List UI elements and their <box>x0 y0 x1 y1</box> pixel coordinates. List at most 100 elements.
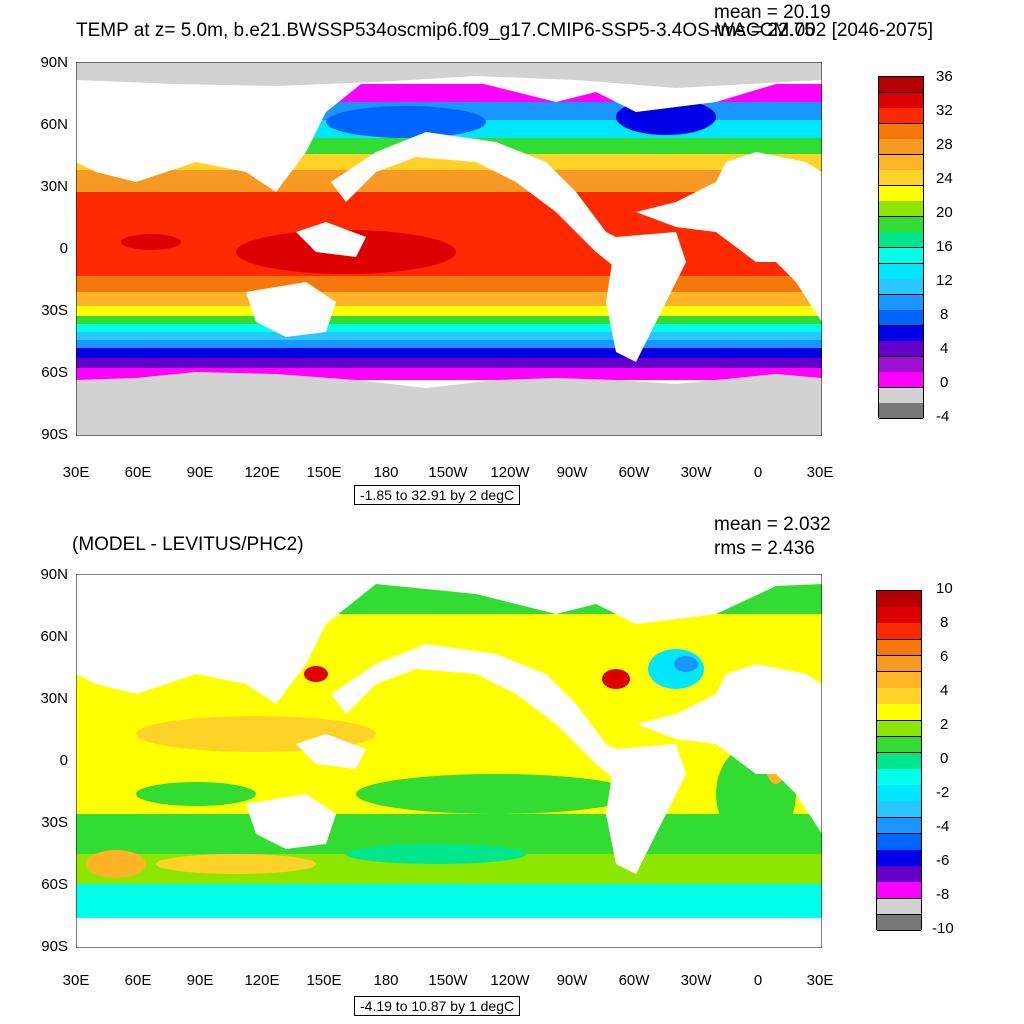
top-colorbar-label-16: 16 <box>936 238 953 255</box>
bottom-colorbar-segment <box>877 704 921 722</box>
bottom-colorbar-label-m10: -10 <box>932 920 954 937</box>
bottom-colorbar-segment <box>877 785 921 802</box>
bottom-colorbar-segment <box>877 801 921 819</box>
bottom-lat-label-60s: 60S <box>41 876 68 893</box>
top-lat-label-0: 0 <box>59 240 68 257</box>
bottom-colorbar-label-10: 10 <box>936 580 953 597</box>
top-lon-label-120w: 120W <box>490 464 530 481</box>
top-colorbar-segment <box>879 139 923 156</box>
bottom-colorbar-label-6: 6 <box>940 648 949 665</box>
top-colorbar-segment <box>879 387 923 404</box>
top-lon-label-90w: 90W <box>556 464 588 481</box>
bottom-colorbar-segment <box>877 639 921 657</box>
bottom-colorbar-segment <box>877 671 921 689</box>
bottom-contour-info-box: -4.19 to 10.87 by 1 degC <box>354 996 521 1016</box>
top-colorbar-label-4: 4 <box>940 340 949 357</box>
top-land <box>76 62 822 362</box>
bottom-colorbar-segment <box>877 817 921 835</box>
bottom-colorbar-segment <box>877 850 921 867</box>
bottom-lon-label-30e: 30E <box>62 972 90 989</box>
top-panel-title: TEMP at z= 5.0m, b.e21.BWSSP534oscmip6.f… <box>76 20 933 41</box>
bottom-lon-label-120w: 120W <box>490 972 530 989</box>
top-lon-label-150w: 150W <box>428 464 468 481</box>
top-colorbar-label-m4: -4 <box>936 408 950 425</box>
top-lon-label-90e: 90E <box>186 464 214 481</box>
bottom-colorbar-segment <box>877 607 921 624</box>
bottom-colorbar-label-m8: -8 <box>936 886 950 903</box>
top-colorbar-segment <box>879 201 923 218</box>
top-contour-info-box: -1.85 to 32.91 by 2 degC <box>354 485 521 505</box>
top-colorbar-segment <box>879 170 923 187</box>
bottom-lon-label-120e: 120E <box>244 972 280 989</box>
top-map <box>76 62 822 436</box>
bottom-map <box>76 574 822 948</box>
bottom-lat-label-90n: 90N <box>40 566 68 583</box>
top-lat-label-90s: 90S <box>41 426 68 443</box>
bottom-colorbar-segment <box>877 898 921 916</box>
bottom-colorbar-segment <box>877 736 921 754</box>
bottom-lat-label-30n: 30N <box>40 690 68 707</box>
bottom-lon-label-60e: 60E <box>124 972 152 989</box>
top-lon-label-60e: 60E <box>124 464 152 481</box>
bottom-colorbar-label-m4: -4 <box>936 818 950 835</box>
bottom-colorbar-segment <box>877 720 921 738</box>
bottom-lon-label-30w: 30W <box>680 972 712 989</box>
top-colorbar-label-20: 20 <box>936 204 953 221</box>
bottom-colorbar-segment <box>877 914 921 932</box>
bottom-colorbar <box>876 590 922 932</box>
bottom-colorbar-segment <box>877 752 921 770</box>
bottom-colorbar-label-0: 0 <box>940 750 949 767</box>
top-colorbar-label-0: 0 <box>940 374 949 391</box>
bottom-colorbar-label-2: 2 <box>940 716 949 733</box>
bottom-panel-title: (MODEL - LEVITUS/PHC2) <box>72 534 304 555</box>
top-colorbar-segment <box>879 356 923 373</box>
bottom-lon-label-150w: 150W <box>428 972 468 989</box>
top-colorbar-label-32: 32 <box>936 102 953 119</box>
top-colorbar-label-36: 36 <box>936 68 953 85</box>
top-colorbar-segment <box>879 310 923 327</box>
bottom-lon-label-90e: 90E <box>186 972 214 989</box>
top-antarctica <box>76 372 822 436</box>
top-colorbar-segment <box>879 232 923 249</box>
top-colorbar-segment <box>879 372 923 389</box>
top-lat-label-30n: 30N <box>40 178 68 195</box>
top-colorbar-segment <box>879 216 923 233</box>
top-colorbar <box>878 76 924 420</box>
top-lon-label-150e: 150E <box>306 464 342 481</box>
top-lon-label-60w: 60W <box>618 464 650 481</box>
top-colorbar-segment <box>879 123 923 140</box>
top-lon-label-30w: 30W <box>680 464 712 481</box>
bottom-colorbar-segment <box>877 769 921 786</box>
top-colorbar-segment <box>879 154 923 171</box>
top-colorbar-segment <box>879 248 923 265</box>
bottom-colorbar-segment <box>877 866 921 883</box>
bottom-lon-label-90w: 90W <box>556 972 588 989</box>
bottom-colorbar-label-4: 4 <box>940 682 949 699</box>
bottom-colorbar-label-8: 8 <box>940 614 949 631</box>
top-arctic <box>76 62 822 88</box>
top-lon-label-0: 0 <box>753 464 763 481</box>
bottom-rms-text: rms = 2.436 <box>714 538 815 559</box>
top-lat-label-60s: 60S <box>41 364 68 381</box>
bottom-lat-label-30s: 30S <box>41 814 68 831</box>
bottom-colorbar-segment <box>877 688 921 705</box>
bottom-colorbar-segment <box>877 882 921 900</box>
top-colorbar-segment <box>879 77 923 94</box>
top-colorbar-label-8: 8 <box>940 306 949 323</box>
bottom-lat-label-90s: 90S <box>41 938 68 955</box>
bottom-colorbar-label-m6: -6 <box>936 852 950 869</box>
top-mean-text: mean = 20.19 <box>714 2 831 23</box>
bottom-lon-label-60w: 60W <box>618 972 650 989</box>
bottom-lon-label-180: 180 <box>373 972 399 989</box>
top-colorbar-segment <box>879 294 923 311</box>
top-lon-label-30e-right: 30E <box>806 464 834 481</box>
top-colorbar-segment <box>879 279 923 296</box>
bottom-lon-label-0: 0 <box>753 972 763 989</box>
bottom-colorbar-label-m2: -2 <box>936 784 950 801</box>
top-lon-label-120e: 120E <box>244 464 280 481</box>
bottom-colorbar-segment <box>877 833 921 851</box>
top-colorbar-segment <box>879 341 923 358</box>
bottom-mean-text: mean = 2.032 <box>714 514 831 535</box>
top-colorbar-segment <box>879 92 923 109</box>
top-rms-text: rms = 22.75 <box>714 20 815 41</box>
